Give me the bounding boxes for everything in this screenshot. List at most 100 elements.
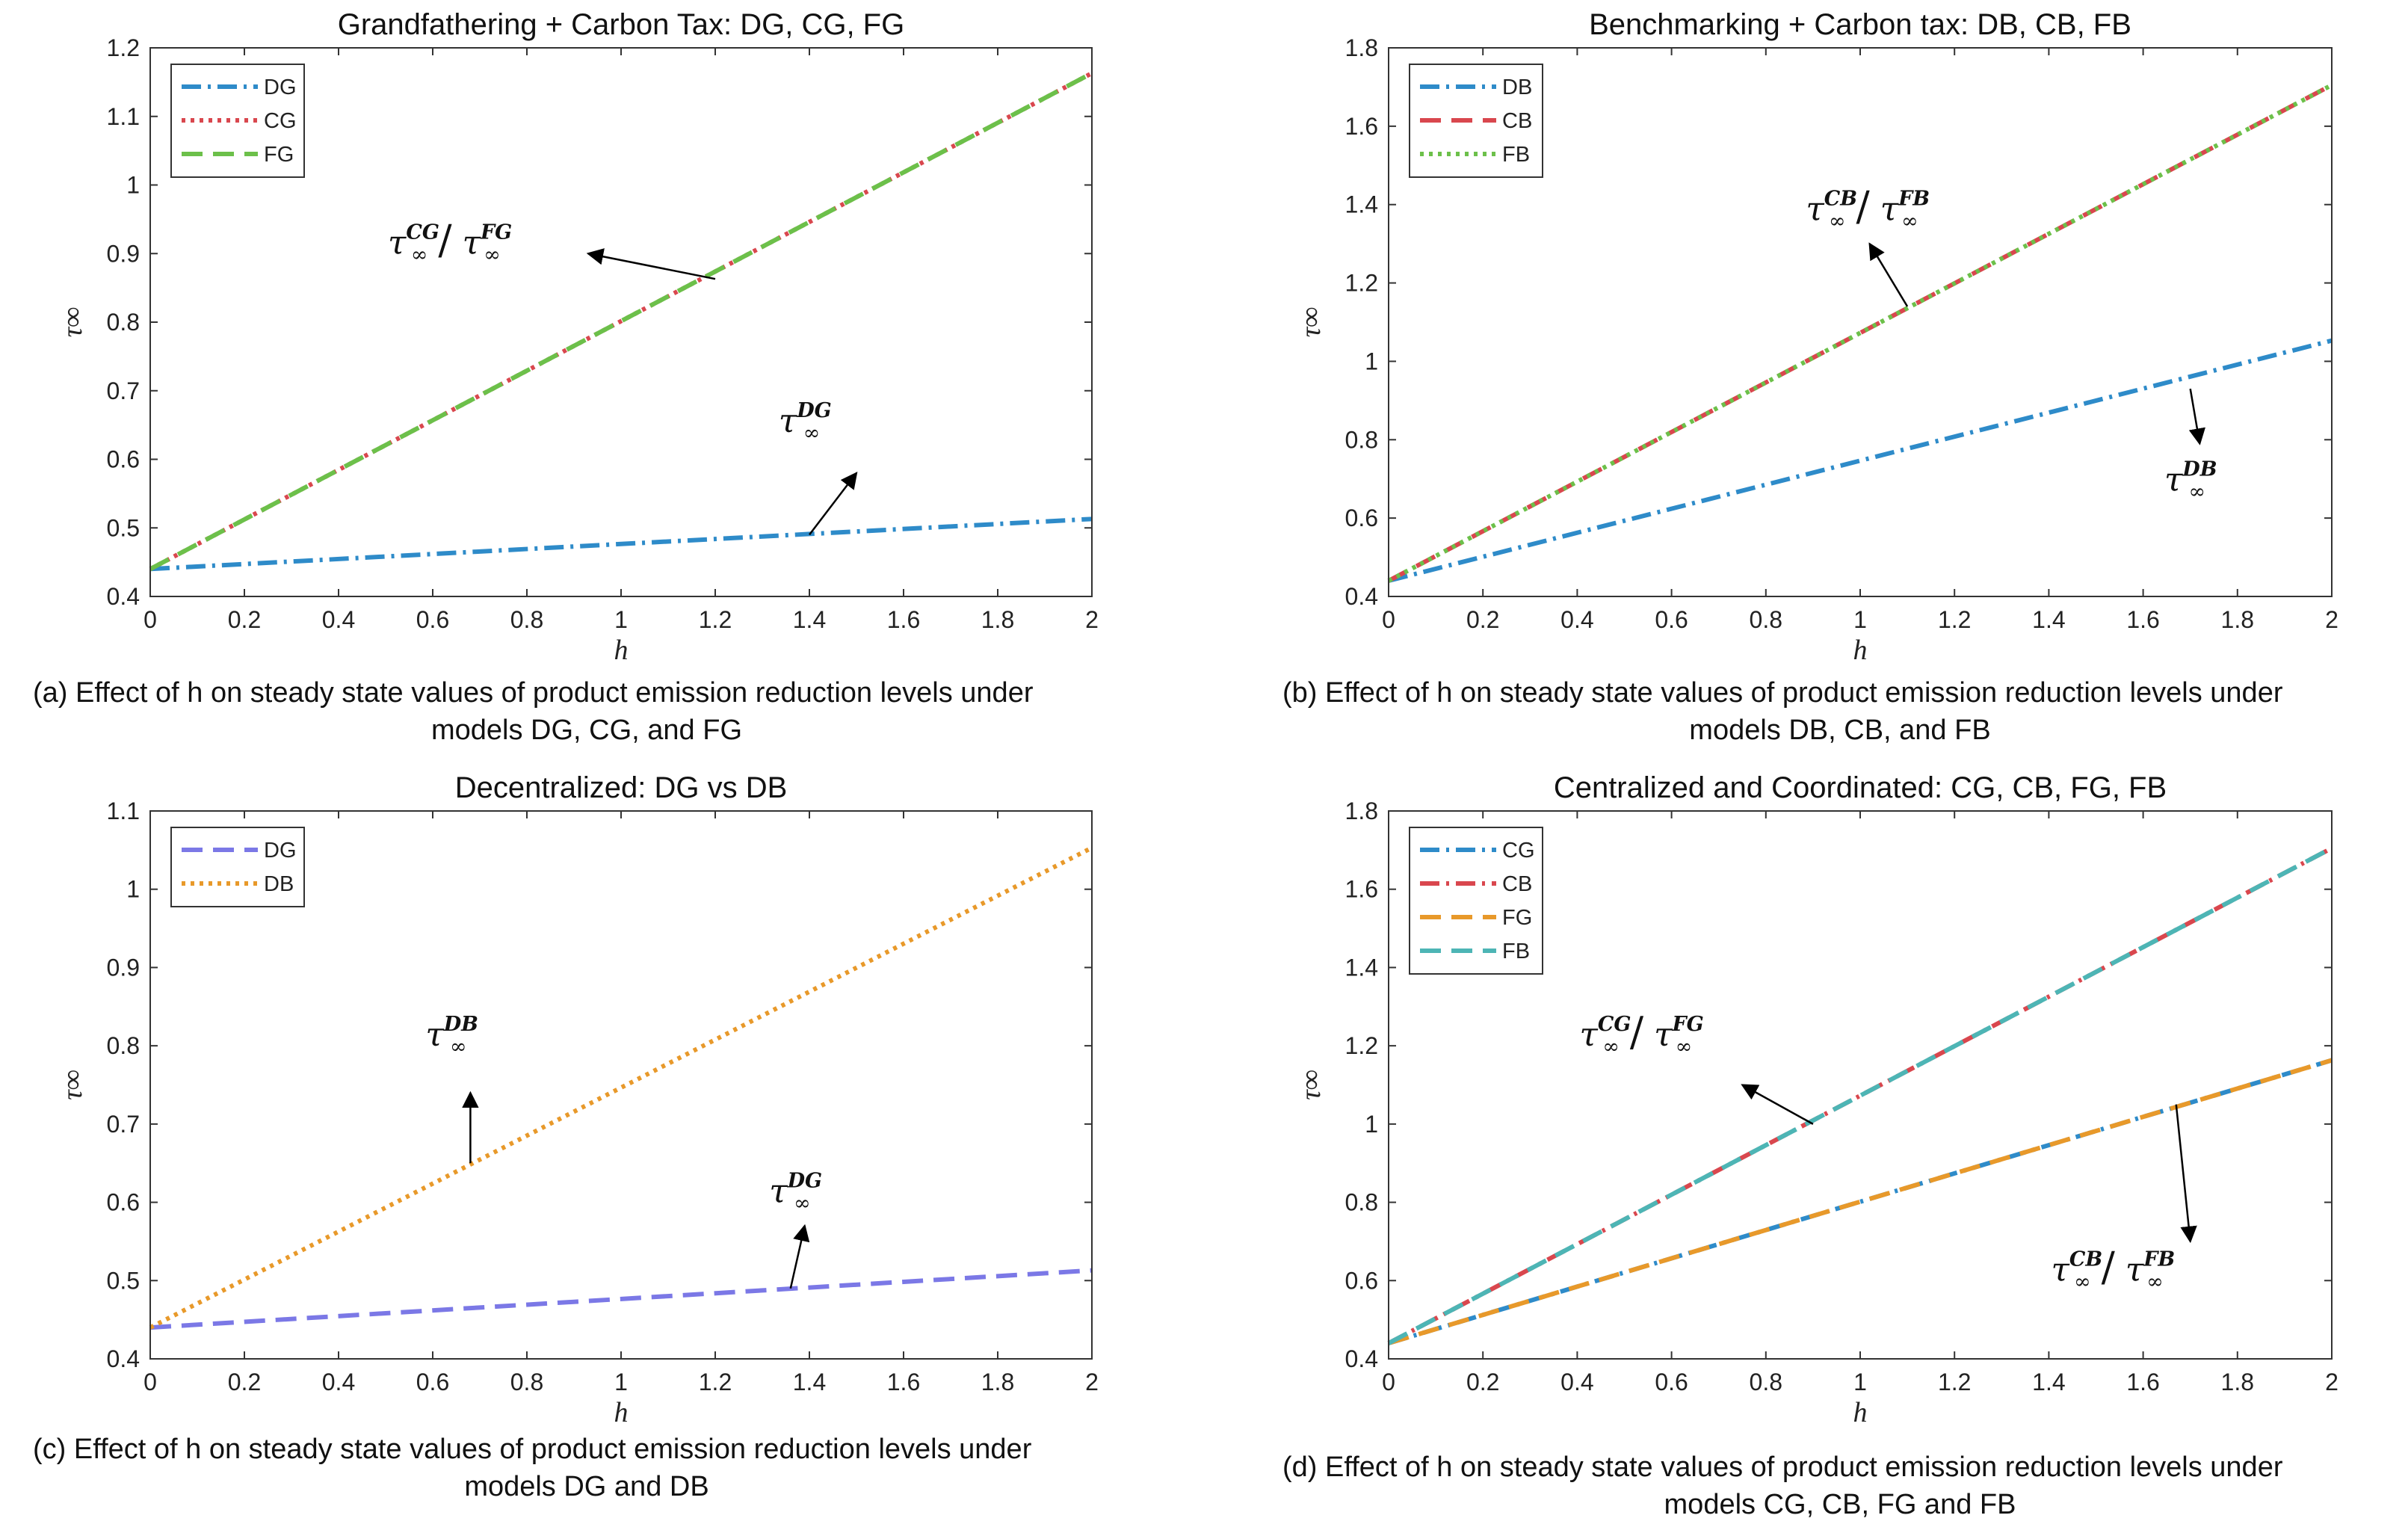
y-tick-label: 1 [1365,1111,1378,1138]
y-tick-label: 1.4 [1345,954,1378,981]
y-tick-label: 1.8 [1345,798,1378,824]
plot-frame [149,47,1093,597]
legend-box [170,827,305,907]
y-tick-label: 0.6 [1345,1267,1378,1294]
panel-caption-line: models CG, CB, FG and FB [1664,1489,2016,1520]
series-line-fb [1387,846,2333,1345]
x-tick-label: 1 [1853,1369,1867,1395]
x-tick-label: 0.4 [322,1369,355,1395]
annotation-subscript: ∞ [2189,480,2206,503]
annotation-arrow [2175,1104,2197,1244]
x-tick-label: 1 [614,606,628,633]
x-tick-label: 0.4 [1560,1369,1593,1395]
legend-label-fg: FG [264,143,294,167]
panel-d: Centralized and Coordinated: CG, CB, FG,… [1282,771,2338,1520]
annotation-arrow [2188,388,2205,445]
x-tick-label: 0.8 [510,1369,543,1395]
x-tick-label: 0.6 [1655,606,1688,633]
x-tick-label: 1.4 [793,1369,826,1395]
y-tick-label: 0.8 [1345,426,1378,453]
annotation-symbol: τ [2052,1250,2070,1289]
annotation-arrow [586,248,716,280]
panel-caption-line: models DB, CB, and FB [1689,715,1990,746]
y-tick-label: 0.8 [107,309,140,336]
series-line-db [1388,338,2333,583]
annotation-slash: / [2102,1243,2116,1290]
y-tick-label: 1.1 [107,798,140,824]
y-tick-label: 0.4 [1345,583,1378,610]
y-tick-label: 0.5 [107,514,140,541]
x-tick-label: 0.6 [1655,1369,1688,1395]
x-tick-label: 0.6 [416,606,449,633]
x-tick-label: 0 [143,606,157,633]
x-tick-label: 1 [614,1369,628,1395]
annotation-symbol: τ [769,1173,788,1211]
x-tick-label: 1.6 [2126,606,2159,633]
annotation-subscript: ∞ [450,1035,467,1058]
x-tick-label: 1.4 [793,606,826,633]
annotation-symbol: τ [463,223,481,262]
panel-caption-line: (a) Effect of h on steady state values o… [33,677,1034,709]
x-tick-label: 0.8 [1750,606,1782,633]
annotation-superscript: CB [1824,188,1857,211]
y-tick-label: 1.2 [1345,1032,1378,1059]
annotation-superscript: FG [480,220,512,244]
annotation-superscript: FB [2143,1247,2175,1271]
chart-title: Grandfathering + Carbon Tax: DG, CG, FG [338,8,904,41]
annotation-subscript: ∞ [2146,1270,2164,1293]
annotation-symbol: τ [1580,1016,1599,1054]
annotation-subscript: ∞ [1676,1035,1693,1058]
x-tick-label: 0.8 [1750,1369,1782,1395]
annotation-superscript: FG [1671,1013,1703,1036]
plot-frame [149,810,1093,1360]
y-tick-label: 0.6 [107,446,140,473]
y-tick-label: 0.7 [107,377,140,404]
annotation-symbol: τ [1654,1016,1673,1054]
chart-title: Decentralized: DG vs DB [455,771,788,804]
annotation-arrow [1868,242,1909,307]
annotation-superscript: DB [2182,457,2217,481]
x-tick-label: 1.8 [981,1369,1014,1395]
y-tick-label: 1.1 [107,103,140,130]
y-tick-label: 1 [1365,348,1378,374]
annotation-label: τCG ∞ / τFG ∞ [388,216,512,266]
annotation-subscript: ∞ [1829,210,1846,233]
x-tick-label: 2 [1085,606,1099,633]
series-line-fg [1388,1058,2333,1345]
plot-area [1389,48,2332,596]
series-line-db [149,845,1093,1330]
x-axis-label: h [1853,635,1868,666]
x-tick-label: 0.2 [228,1369,261,1395]
x-tick-label: 0.4 [322,606,355,633]
annotation-symbol: τ [2164,460,2183,499]
panel-a: Grandfathering + Carbon Tax: DG, CG, FG 0… [33,8,1099,746]
panel-b: Benchmarking + Carbon tax: DB, CB, FB0 0.… [1282,8,2338,746]
plot-frame [1388,810,2333,1360]
panel-caption-line: (c) Effect of h on steady state values o… [33,1434,1032,1465]
x-tick-label: 1.8 [2221,606,2254,633]
y-tick-label: 1.6 [1345,113,1378,140]
legend-label-dg: DG [264,839,297,863]
legend-label-cb: CB [1502,109,1532,133]
annotation-arrow [809,472,858,536]
legend-label-fg: FG [1502,906,1532,930]
annotation-subscript: ∞ [803,422,821,445]
x-tick-label: 0.6 [416,1369,449,1395]
y-tick-label: 1 [126,172,140,199]
y-tick-label: 0.4 [107,1345,140,1372]
x-axis-label: h [614,1397,629,1428]
annotation-subscript: ∞ [2074,1270,2091,1293]
annotation-label: τDG ∞ [769,1170,822,1215]
annotation-symbol: τ [779,402,797,440]
y-axis-label: τ∞ [1295,1070,1327,1100]
y-tick-label: 1.8 [1345,34,1378,61]
x-tick-label: 1.2 [699,1369,732,1395]
y-tick-label: 0.4 [1345,1345,1378,1372]
annotation-superscript: CG [1598,1013,1631,1036]
x-tick-label: 1.4 [2032,1369,2065,1395]
y-tick-label: 0.8 [107,1032,140,1059]
x-tick-label: 0.2 [1466,606,1499,633]
y-axis-label: τ∞ [57,1070,88,1100]
x-tick-label: 0 [143,1369,157,1395]
x-tick-label: 0.2 [228,606,261,633]
